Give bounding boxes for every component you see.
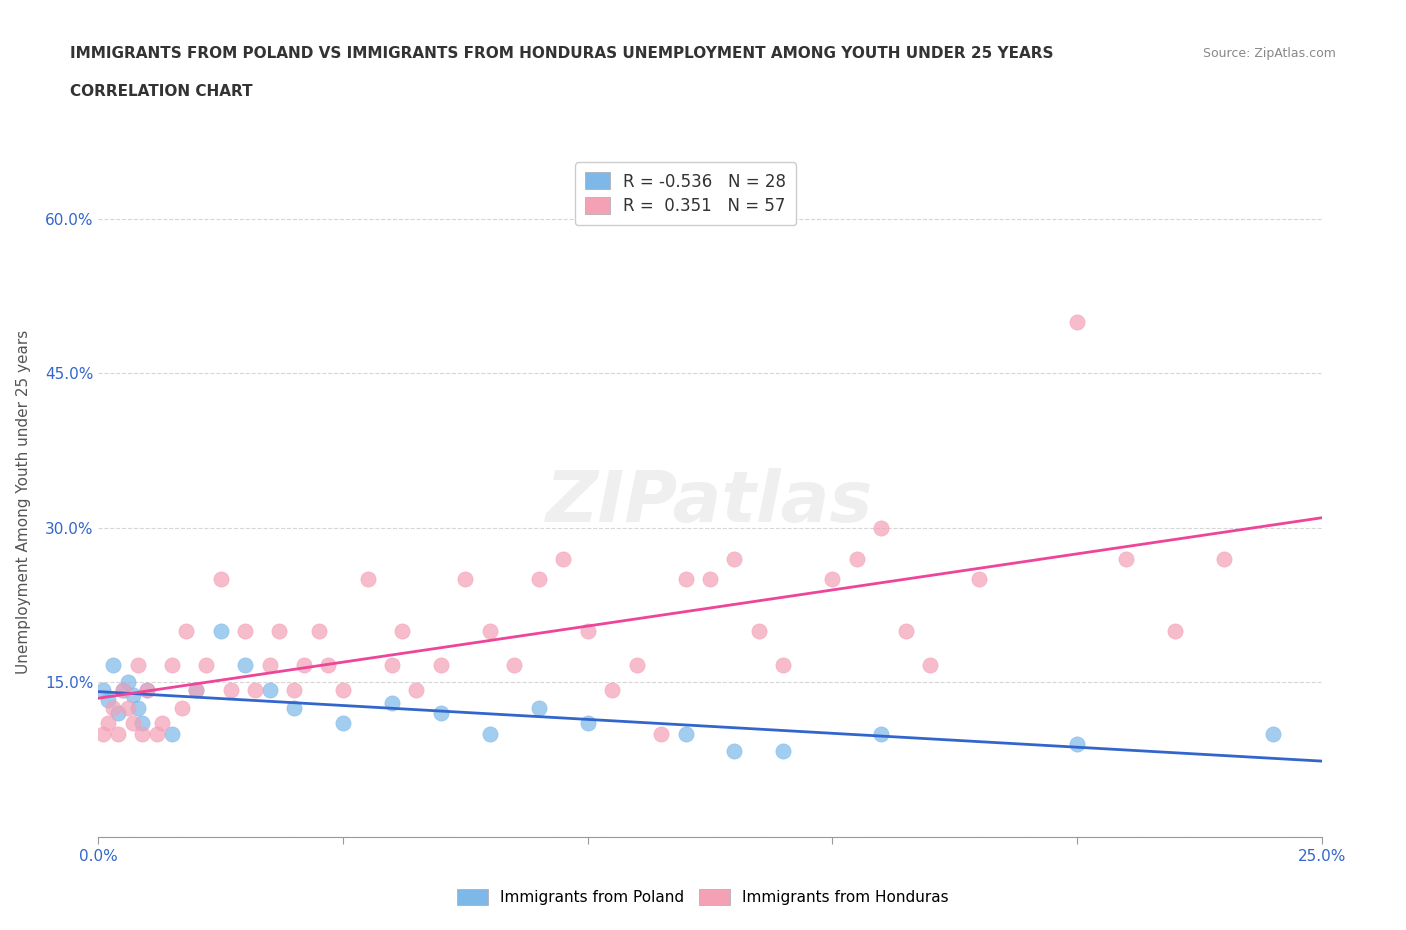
Point	[107, 726, 129, 741]
Point	[318, 658, 340, 672]
Point	[967, 572, 990, 587]
Point	[170, 701, 193, 716]
Point	[160, 726, 183, 741]
Point	[675, 726, 697, 741]
Point	[626, 658, 648, 672]
Point	[1066, 737, 1088, 751]
Point	[675, 572, 697, 587]
Point	[176, 623, 198, 638]
Legend: Immigrants from Poland, Immigrants from Honduras: Immigrants from Poland, Immigrants from …	[450, 882, 956, 913]
Point	[723, 744, 745, 759]
Point	[527, 701, 550, 716]
Point	[894, 623, 917, 638]
Point	[283, 701, 305, 716]
Point	[920, 658, 942, 672]
Point	[503, 658, 526, 672]
Point	[1212, 551, 1234, 566]
Point	[127, 658, 149, 672]
Point	[454, 572, 477, 587]
Point	[870, 521, 893, 536]
Point	[101, 658, 124, 672]
Point	[91, 683, 114, 698]
Point	[553, 551, 575, 566]
Point	[111, 683, 134, 698]
Point	[478, 726, 501, 741]
Point	[233, 623, 256, 638]
Point	[699, 572, 721, 587]
Text: Source: ZipAtlas.com: Source: ZipAtlas.com	[1202, 46, 1336, 60]
Point	[381, 696, 404, 711]
Point	[136, 683, 159, 698]
Point	[356, 572, 378, 587]
Point	[430, 706, 453, 721]
Point	[209, 623, 232, 638]
Point	[209, 572, 232, 587]
Point	[1115, 551, 1137, 566]
Point	[748, 623, 770, 638]
Point	[259, 658, 281, 672]
Text: IMMIGRANTS FROM POLAND VS IMMIGRANTS FROM HONDURAS UNEMPLOYMENT AMONG YOUTH UNDE: IMMIGRANTS FROM POLAND VS IMMIGRANTS FRO…	[70, 46, 1054, 61]
Point	[97, 693, 120, 708]
Text: ZIPatlas: ZIPatlas	[547, 468, 873, 537]
Point	[1164, 623, 1187, 638]
Point	[332, 683, 354, 698]
Point	[131, 715, 153, 730]
Point	[107, 706, 129, 721]
Point	[478, 623, 501, 638]
Point	[650, 726, 672, 741]
Point	[870, 726, 893, 741]
Point	[600, 683, 623, 698]
Y-axis label: Unemployment Among Youth under 25 years: Unemployment Among Youth under 25 years	[17, 330, 31, 674]
Point	[117, 701, 139, 716]
Point	[131, 726, 153, 741]
Point	[821, 572, 844, 587]
Point	[97, 715, 120, 730]
Point	[259, 683, 281, 698]
Point	[1261, 726, 1284, 741]
Point	[527, 572, 550, 587]
Point	[430, 658, 453, 672]
Point	[332, 715, 354, 730]
Point	[283, 683, 305, 698]
Point	[772, 658, 794, 672]
Point	[243, 683, 266, 698]
Point	[150, 715, 173, 730]
Point	[127, 701, 149, 716]
Point	[121, 687, 143, 702]
Point	[136, 683, 159, 698]
Point	[1066, 314, 1088, 329]
Point	[405, 683, 427, 698]
Point	[219, 683, 242, 698]
Point	[576, 715, 599, 730]
Point	[381, 658, 404, 672]
Point	[91, 726, 114, 741]
Legend: R = -0.536   N = 28, R =  0.351   N = 57: R = -0.536 N = 28, R = 0.351 N = 57	[575, 163, 796, 225]
Point	[121, 715, 143, 730]
Point	[845, 551, 868, 566]
Point	[308, 623, 330, 638]
Point	[233, 658, 256, 672]
Point	[146, 726, 169, 741]
Point	[117, 675, 139, 690]
Point	[101, 701, 124, 716]
Point	[195, 658, 218, 672]
Text: CORRELATION CHART: CORRELATION CHART	[70, 84, 253, 99]
Point	[269, 623, 291, 638]
Point	[391, 623, 413, 638]
Point	[111, 683, 134, 698]
Point	[160, 658, 183, 672]
Point	[186, 683, 208, 698]
Point	[772, 744, 794, 759]
Point	[292, 658, 315, 672]
Point	[576, 623, 599, 638]
Point	[186, 683, 208, 698]
Point	[723, 551, 745, 566]
